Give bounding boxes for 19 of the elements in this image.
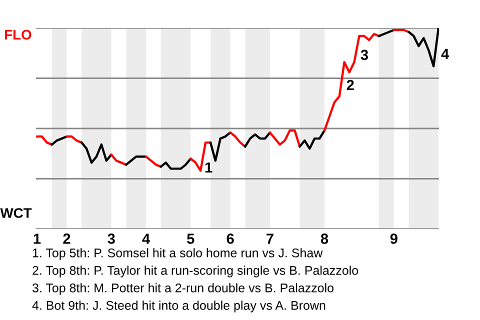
x-tick-label: 6	[226, 234, 234, 244]
text: 3. Top 8th: M. Potter hit a 2-run double vs B. Palazzolo	[32, 283, 334, 295]
text: 4	[441, 48, 450, 59]
x-tick-label: 7	[266, 234, 274, 244]
text: FLO	[4, 30, 32, 40]
x-tick-label: 3	[108, 234, 115, 244]
text: 4. Bot 9th: J. Steed hit into a double play vs A. Brown	[32, 300, 326, 312]
x-tick-label: 5	[187, 234, 194, 244]
annotation: 1	[205, 162, 212, 172]
annotation: 2	[346, 80, 354, 90]
text: 2. Top 8th: P. Taylor hit a run-scoring single vs B. Palazzolo	[32, 266, 358, 278]
x-tick-label: 8	[320, 234, 328, 244]
annotation: 3	[360, 50, 368, 60]
x-tick-label: 9	[390, 234, 398, 244]
text: WCT	[0, 208, 32, 218]
x-tick-label: 4	[142, 234, 150, 244]
text: 1. Top 5th: P. Somsel hit a solo home run vs J. Shaw	[32, 248, 323, 260]
x-tick-label: 1	[34, 234, 41, 244]
x-tick-label: 2	[63, 234, 70, 244]
